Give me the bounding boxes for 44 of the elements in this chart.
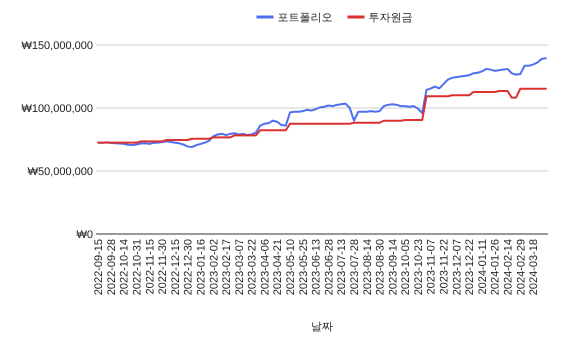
x-tick-label: 2024-02-14 xyxy=(502,239,514,296)
x-tick-label: 2023-12-22 xyxy=(464,239,476,296)
y-tick-label: ₩150,000,000 xyxy=(21,40,93,52)
x-tick-label: 2023-10-23 xyxy=(412,239,425,296)
x-tick-label: 2023-02-02 xyxy=(208,239,220,296)
x-tick-label: 2022-10-31 xyxy=(132,239,144,296)
x-tick-label: 2023-06-28 xyxy=(323,239,336,296)
legend-label: 투자원금 xyxy=(368,12,412,24)
x-tick-label: 2023-11-07 xyxy=(426,239,438,294)
line-series xyxy=(97,88,547,144)
x-tick-label: 2023-07-28 xyxy=(348,239,361,296)
x-tick-label: 2023-05-10 xyxy=(285,239,298,296)
x-tick-label: 2023-10-05 xyxy=(400,239,412,296)
y-tick-label: ₩0 xyxy=(76,229,93,241)
x-tick-label: 2023-03-22 xyxy=(246,239,259,296)
x-tick-label: 2024-01-26 xyxy=(490,239,502,296)
x-tick-label: 2022-11-15 xyxy=(144,239,156,294)
x-tick-label: 2024-03-18 xyxy=(528,239,540,296)
x-tick-label: 2023-09-14 xyxy=(387,239,400,296)
x-tick-label: 2022-09-28 xyxy=(106,239,118,296)
x-tick-label: 2022-09-15 xyxy=(93,239,106,296)
x-tick-label: 2023-01-16 xyxy=(195,239,208,296)
x-tick-label: 2023-06-13 xyxy=(310,239,323,296)
x-tick-label: 2023-03-07 xyxy=(234,239,246,296)
x-tick-label: 2024-01-11 xyxy=(476,239,489,294)
x-tick-label: 2023-12-07 xyxy=(451,239,464,296)
legend-label: 포트폴리오 xyxy=(278,12,332,24)
y-tick-label: ₩100,000,000 xyxy=(21,103,93,115)
x-tick-label: 2022-12-30 xyxy=(182,239,195,296)
x-tick-label: 2023-11-22 xyxy=(438,239,451,294)
x-tick-label: 2023-07-13 xyxy=(336,239,348,296)
line-series xyxy=(97,57,547,148)
x-tick-label: 2022-10-14 xyxy=(118,239,131,296)
x-tick-label: 2023-02-17 xyxy=(221,239,234,296)
x-axis-title: 날짜 xyxy=(311,321,333,333)
x-tick-label: 2023-04-21 xyxy=(272,239,284,296)
x-tick-label: 2023-08-30 xyxy=(374,239,387,296)
x-tick-label: 2023-05-25 xyxy=(298,239,310,296)
x-tick-label: 2022-12-15 xyxy=(170,239,182,296)
y-tick-label: ₩50,000,000 xyxy=(28,166,93,178)
x-tick-label: 2023-04-06 xyxy=(259,239,272,296)
x-tick-label: 2022-11-30 xyxy=(157,239,170,294)
x-tick-label: 2023-08-14 xyxy=(362,239,374,296)
x-tick-label: 2024-02-29 xyxy=(515,239,528,296)
